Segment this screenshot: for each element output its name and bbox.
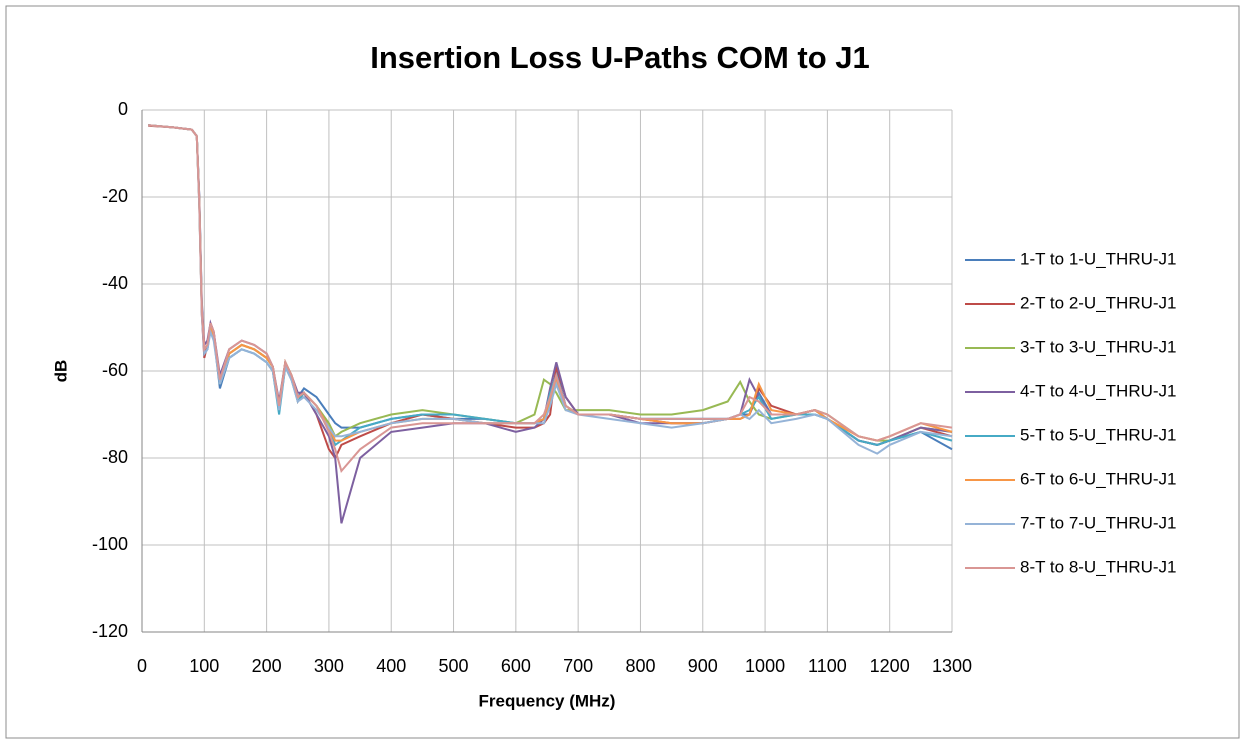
series-line: [148, 124, 953, 455]
legend-label: 5-T to 5-U_THRU-J1: [1020, 425, 1177, 444]
x-axis-label: Frequency (MHz): [479, 691, 616, 710]
x-tick-label: 0: [137, 656, 147, 676]
x-tick-label: 1000: [745, 656, 785, 676]
y-axis-label: dB: [51, 360, 70, 383]
y-tick-label: -120: [92, 621, 128, 641]
y-tick-label: -20: [102, 186, 128, 206]
series-line: [148, 124, 953, 474]
x-tick-label: 500: [439, 656, 469, 676]
legend-label: 8-T to 8-U_THRU-J1: [1020, 557, 1177, 576]
chart-border: [5, 5, 1240, 739]
y-tick-label: -60: [102, 360, 128, 380]
x-tick-label: 700: [563, 656, 593, 676]
y-tick-label: 0: [118, 99, 128, 119]
legend-label: 1-T to 1-U_THRU-J1: [1020, 249, 1177, 268]
x-tick-label: 400: [376, 656, 406, 676]
legend-label: 7-T to 7-U_THRU-J1: [1020, 513, 1177, 532]
legend-label: 3-T to 3-U_THRU-J1: [1020, 337, 1177, 356]
x-tick-label: 800: [625, 656, 655, 676]
legend-label: 4-T to 4-U_THRU-J1: [1020, 381, 1177, 400]
x-tick-label: 600: [501, 656, 531, 676]
legend-label: 2-T to 2-U_THRU-J1: [1020, 293, 1177, 312]
x-tick-label: 900: [688, 656, 718, 676]
y-tick-label: -100: [92, 534, 128, 554]
x-tick-label: 1100: [808, 656, 847, 676]
x-tick-label: 100: [189, 656, 219, 676]
x-tick-label: 1200: [870, 656, 910, 676]
y-tick-label: -40: [102, 273, 128, 293]
x-tick-label: 1300: [932, 656, 972, 676]
x-tick-label: 300: [314, 656, 344, 676]
x-tick-label: 200: [252, 656, 282, 676]
legend-label: 6-T to 6-U_THRU-J1: [1020, 469, 1177, 488]
y-tick-label: -80: [102, 447, 128, 467]
chart-title: Insertion Loss U-Paths COM to J1: [370, 40, 870, 75]
